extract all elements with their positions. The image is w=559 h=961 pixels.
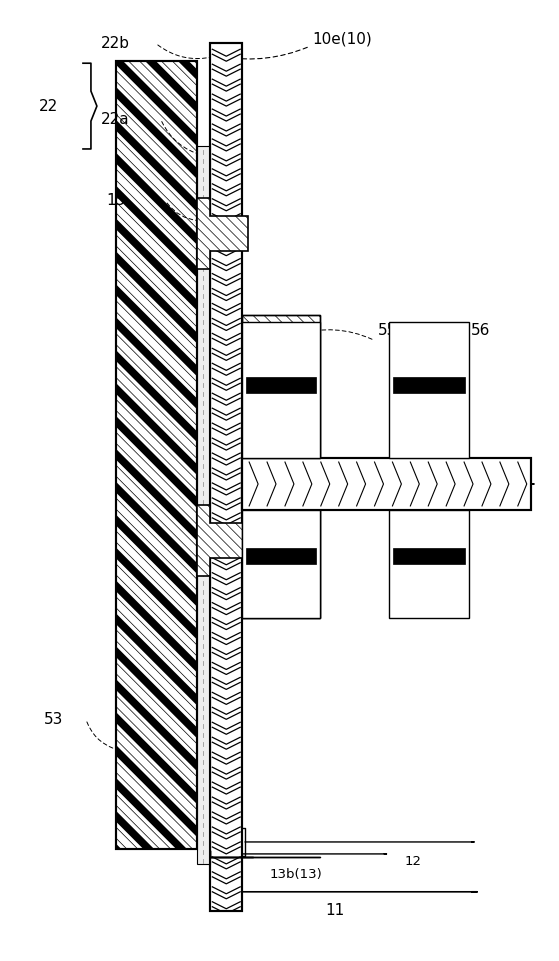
Bar — [210, 43, 242, 911]
Bar — [242, 510, 320, 618]
Bar — [394, 548, 465, 564]
Text: 53: 53 — [44, 712, 63, 727]
Bar — [242, 323, 320, 458]
Text: 22a: 22a — [101, 111, 130, 127]
Text: 10e(10): 10e(10) — [312, 32, 372, 47]
Bar — [210, 43, 242, 911]
Bar — [242, 315, 320, 458]
Text: 15: 15 — [106, 193, 125, 209]
Bar — [116, 62, 197, 849]
Bar — [242, 510, 320, 618]
Bar — [116, 62, 197, 849]
Polygon shape — [197, 505, 248, 576]
Bar — [242, 458, 530, 510]
Text: 12: 12 — [404, 855, 421, 869]
Bar — [394, 378, 465, 393]
Text: 55: 55 — [377, 323, 397, 338]
Bar — [246, 548, 316, 564]
Bar — [197, 146, 210, 864]
Text: 13b(13): 13b(13) — [269, 869, 323, 881]
Bar — [242, 458, 530, 510]
Text: 22b: 22b — [101, 36, 130, 51]
Bar — [246, 378, 316, 393]
Bar — [242, 510, 320, 618]
Bar — [242, 315, 320, 458]
Bar — [390, 510, 469, 618]
Text: 11: 11 — [325, 903, 344, 919]
Text: 22: 22 — [39, 99, 58, 113]
Bar — [390, 323, 469, 458]
Text: 56: 56 — [471, 323, 490, 338]
Polygon shape — [197, 198, 248, 269]
